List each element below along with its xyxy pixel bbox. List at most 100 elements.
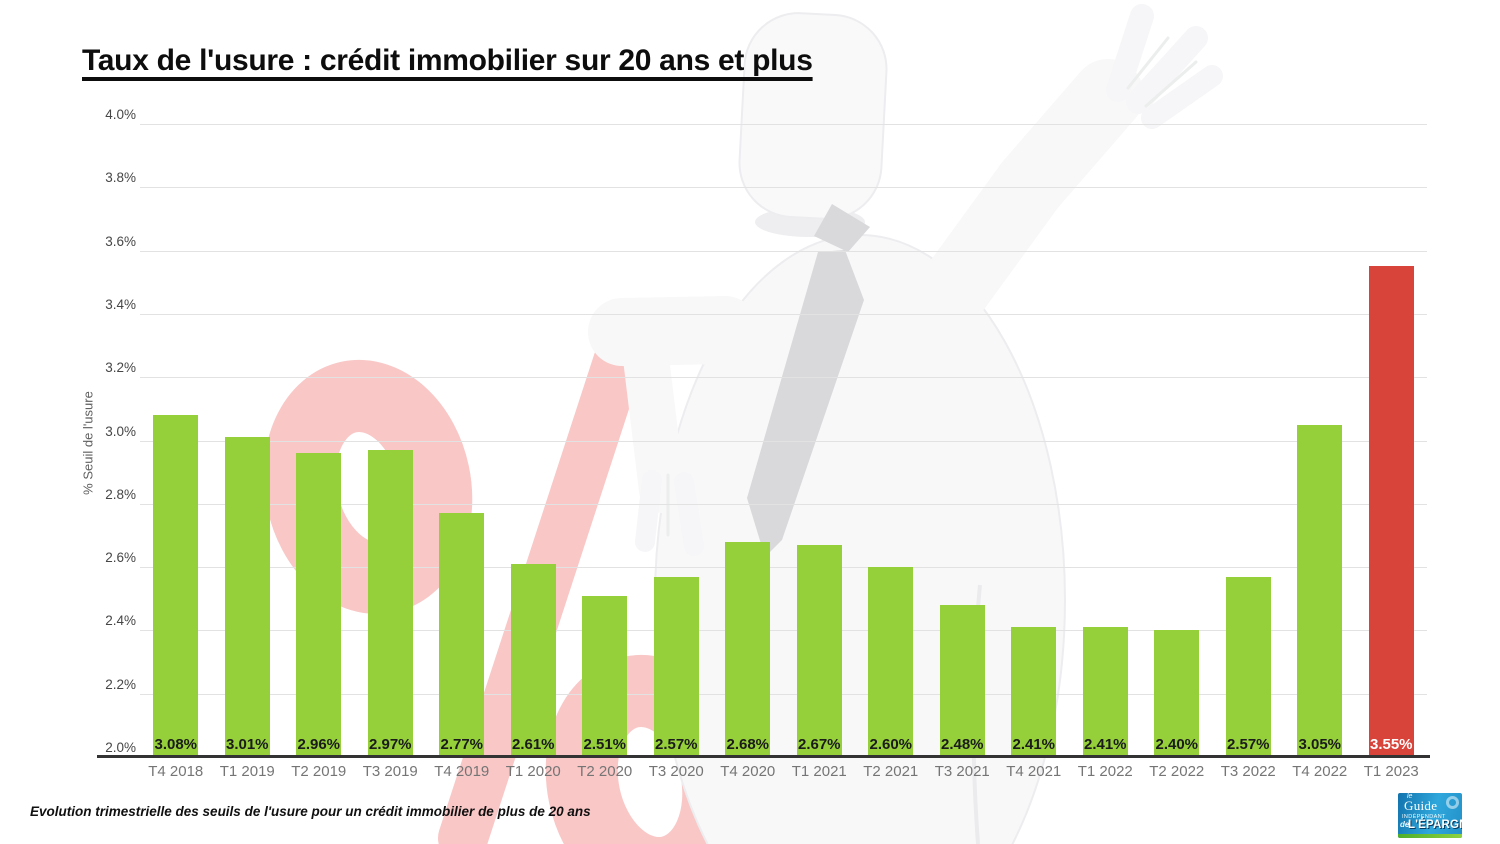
bar-t2-2022: 2.40% [1154, 630, 1200, 757]
y-axis-title: % Seuil de l'usure [80, 391, 96, 495]
bar-t4-2018: 3.08% [153, 415, 199, 757]
x-tick-label-t3-2019: T3 2019 [362, 763, 418, 780]
bar-slot-t4-2022: 3.05% [1284, 124, 1356, 757]
bar-slot-t1-2022: 2.41% [1070, 124, 1142, 757]
bar-value-label-t1-2019: 3.01% [225, 736, 269, 753]
x-tick-label-t4-2021: T4 2021 [1006, 763, 1062, 780]
x-tick-label-t3-2020: T3 2020 [648, 763, 704, 780]
chart-caption: Evolution trimestrielle des seuils de l'… [30, 804, 591, 819]
page-title: Taux de l'usure : crédit immobilier sur … [82, 44, 813, 77]
logo-word-independant: INDÉPENDANT [1402, 814, 1446, 820]
logo-word-epargne: L'ÉPARGNE [1408, 819, 1462, 831]
y-tick-label-3.8%: 3.8% [105, 170, 136, 186]
bar-value-label-t4-2019: 2.77% [440, 736, 484, 753]
bar-value-label-t3-2020: 2.57% [654, 736, 698, 753]
bar-slot-t1-2019: 3.01% [212, 124, 284, 757]
x-tick-label-t1-2019: T1 2019 [219, 763, 275, 780]
x-tick-label-t1-2020: T1 2020 [505, 763, 561, 780]
bar-value-label-t4-2021: 2.41% [1012, 736, 1056, 753]
bar-value-label-t1-2022: 2.41% [1083, 736, 1127, 753]
y-tick-label-3.6%: 3.6% [105, 233, 136, 249]
bar-value-label-t3-2021: 2.48% [940, 736, 984, 753]
logo-word-le: le [1407, 793, 1413, 800]
x-tick-label-t4-2022: T4 2022 [1292, 763, 1348, 780]
logo-word-guide: Guide [1404, 798, 1438, 813]
bar-slot-t3-2020: 2.57% [641, 124, 713, 757]
x-tick-label-t2-2019: T2 2019 [291, 763, 347, 780]
bar-value-label-t2-2021: 2.60% [869, 736, 913, 753]
x-tick-label-t4-2018: T4 2018 [148, 763, 204, 780]
bar-t4-2020: 2.68% [725, 541, 771, 757]
gridline-2.8% [140, 503, 1427, 505]
bar-t1-2020: 2.61% [510, 563, 556, 757]
y-tick-label-2.4%: 2.4% [105, 613, 136, 629]
bar-slot-t3-2019: 2.97% [355, 124, 427, 757]
x-tick-label-t3-2021: T3 2021 [934, 763, 990, 780]
bar-value-label-t4-2018: 3.08% [154, 736, 198, 753]
bar-slot-t2-2022: 2.40% [1141, 124, 1213, 757]
x-tick-label-t2-2020: T2 2020 [577, 763, 633, 780]
bar-value-label-t4-2020: 2.68% [726, 736, 770, 753]
logo-green-strip [1398, 834, 1462, 838]
gridline-4.0% [140, 124, 1427, 125]
bar-t2-2021: 2.60% [868, 567, 914, 757]
y-tick-label-3.0%: 3.0% [105, 423, 136, 439]
bar-slot-t4-2021: 2.41% [998, 124, 1070, 757]
gridline-3.2% [140, 377, 1427, 379]
bar-slot-t2-2019: 2.96% [283, 124, 355, 757]
x-tick-label-t1-2022: T1 2022 [1077, 763, 1133, 780]
bar-slot-t4-2018: 3.08% [140, 124, 212, 757]
x-tick-label-t1-2021: T1 2021 [791, 763, 847, 780]
x-tick-label-t1-2023: T1 2023 [1363, 763, 1419, 780]
bar-slot-t2-2021: 2.60% [855, 124, 927, 757]
bar-value-label-t3-2019: 2.97% [368, 736, 412, 753]
logo-word-de: de [1400, 820, 1410, 829]
bar-slot-t1-2021: 2.67% [784, 124, 856, 757]
y-tick-label-2.0%: 2.0% [105, 740, 136, 755]
y-tick-label-2.2%: 2.2% [105, 676, 136, 692]
bar-value-label-t1-2021: 2.67% [797, 736, 841, 753]
bar-slot-t4-2019: 2.77% [426, 124, 498, 757]
x-tick-label-t4-2020: T4 2020 [720, 763, 776, 780]
gridline-3.8% [140, 187, 1427, 189]
x-axis-tick-labels: T4 2018 T1 2019 T2 2019 T3 2019 T4 2019 T1 20… [140, 763, 1427, 780]
guide-epargne-logo[interactable]: le Guide INDÉPENDANT de L'ÉPARGNE [1398, 793, 1462, 838]
y-tick-label-3.4%: 3.4% [105, 296, 136, 312]
x-axis-line [97, 755, 1430, 758]
x-tick-label-t2-2021: T2 2021 [863, 763, 919, 780]
x-tick-label-t2-2022: T2 2022 [1149, 763, 1205, 780]
x-tick-label-t3-2022: T3 2022 [1220, 763, 1276, 780]
y-tick-label-2.8%: 2.8% [105, 486, 136, 502]
gridline-2.2% [140, 693, 1427, 695]
bar-t1-2022: 2.41% [1082, 627, 1128, 757]
bar-t2-2020: 2.51% [582, 595, 628, 757]
bar-t1-2023: 3.55% [1368, 266, 1414, 757]
bar-value-label-t3-2022: 2.57% [1226, 736, 1270, 753]
gridline-3.0% [140, 440, 1427, 442]
bar-t3-2020: 2.57% [653, 576, 699, 757]
bar-value-label-t4-2022: 3.05% [1298, 736, 1342, 753]
y-tick-label-4.0%: 4.0% [105, 107, 136, 122]
bar-t4-2021: 2.41% [1011, 627, 1057, 757]
bar-value-label-t2-2020: 2.51% [583, 736, 627, 753]
bar-slot-t1-2020: 2.61% [498, 124, 570, 757]
bar-slot-t2-2020: 2.51% [569, 124, 641, 757]
y-tick-label-3.2%: 3.2% [105, 360, 136, 376]
bar-t3-2022: 2.57% [1225, 576, 1271, 757]
bar-t3-2021: 2.48% [939, 605, 985, 757]
bar-t1-2021: 2.67% [796, 544, 842, 757]
bar-slot-t4-2020: 2.68% [712, 124, 784, 757]
bars: 3.08% 3.01% 2.96% 2.97% 2.77% 2.61% 2.51% 2.57%… [140, 124, 1427, 757]
bar-slot-t3-2021: 2.48% [927, 124, 999, 757]
gridline-3.6% [140, 250, 1427, 252]
bar-t4-2022: 3.05% [1297, 424, 1343, 757]
bar-t2-2019: 2.96% [296, 453, 342, 757]
bar-slot-t1-2023: 3.55% [1356, 124, 1428, 757]
bar-t4-2019: 2.77% [439, 513, 485, 757]
plot-area: 3.08% 3.01% 2.96% 2.97% 2.77% 2.61% 2.51% 2.57%… [140, 124, 1427, 757]
gridline-2.4% [140, 630, 1427, 632]
bar-value-label-t2-2022: 2.40% [1155, 736, 1199, 753]
bar-slot-t3-2022: 2.57% [1213, 124, 1285, 757]
y-tick-label-2.6%: 2.6% [105, 550, 136, 566]
